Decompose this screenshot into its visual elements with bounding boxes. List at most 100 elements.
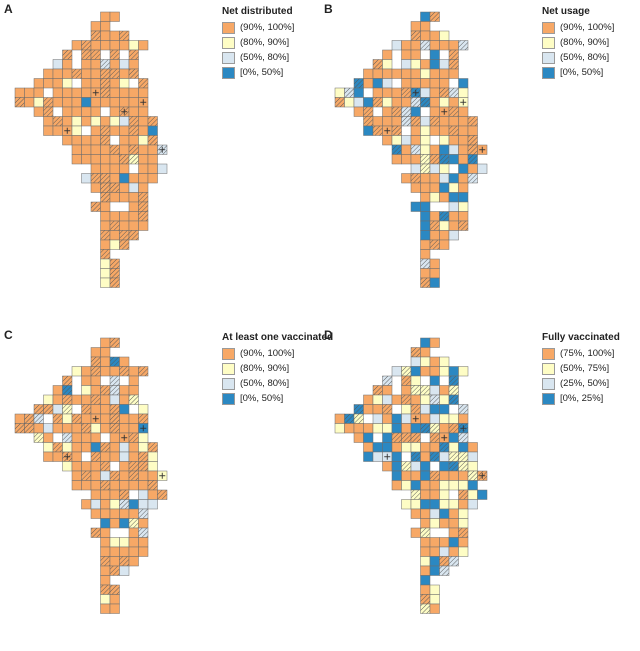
settlement-marker <box>140 425 147 432</box>
hatch-overlay <box>354 78 364 88</box>
map-cell <box>81 499 92 510</box>
hatch-overlay <box>110 50 120 60</box>
hatch-overlay <box>110 414 120 424</box>
map-cell <box>401 97 412 108</box>
map-cell <box>100 366 111 377</box>
map-cell <box>439 356 450 367</box>
hatch-overlay <box>100 385 110 395</box>
map-cell <box>420 59 431 70</box>
hatch-overlay <box>392 145 402 155</box>
choropleth-map-d <box>334 337 488 614</box>
map-cell <box>52 394 63 405</box>
map-cell <box>458 442 469 453</box>
map-cell <box>119 404 130 415</box>
hatch-overlay <box>420 423 430 433</box>
hatch-overlay <box>468 145 478 155</box>
settlement-marker <box>140 99 147 106</box>
map-cell <box>448 192 459 203</box>
map-cell <box>429 59 440 70</box>
map-cell <box>128 546 139 557</box>
map-cell <box>344 97 355 108</box>
map-cell <box>109 192 120 203</box>
settlement-marker <box>64 127 71 134</box>
legend-label: (50%, 80%] <box>560 52 610 63</box>
map-cell <box>128 499 139 510</box>
map-cell <box>429 173 440 184</box>
hatch-overlay <box>138 528 148 538</box>
map-cell <box>382 385 393 396</box>
map-cell <box>128 201 139 212</box>
map-cell <box>458 508 469 519</box>
map-cell <box>458 173 469 184</box>
map-cell <box>448 135 459 146</box>
map-cell <box>62 59 73 70</box>
map-cell <box>90 423 101 434</box>
map-cell <box>109 366 120 377</box>
legend-item: (25%, 50%] <box>542 376 638 391</box>
map-cell <box>382 97 393 108</box>
hatch-overlay <box>373 385 383 395</box>
hatch-overlay <box>449 461 459 471</box>
map-cell <box>90 375 101 386</box>
map-cell <box>90 125 101 136</box>
map-cell <box>119 451 130 462</box>
map-cell <box>100 423 111 434</box>
hatch-overlay <box>458 528 468 538</box>
map-cell <box>363 78 374 89</box>
map-cell <box>420 173 431 184</box>
hatch-overlay <box>420 528 430 538</box>
map-cell <box>420 442 431 453</box>
map-cell <box>410 125 421 136</box>
map-cell <box>363 394 374 405</box>
map-cell <box>71 480 82 491</box>
hatch-overlay <box>411 145 421 155</box>
map-cell <box>138 154 149 165</box>
map-cell <box>138 499 149 510</box>
hatch-overlay <box>129 69 139 79</box>
map-cell <box>420 461 431 472</box>
map-cell <box>90 480 101 491</box>
map-cell <box>119 135 130 146</box>
hatch-overlay <box>411 385 421 395</box>
hatch-overlay <box>439 154 449 164</box>
map-cell <box>119 144 130 155</box>
hatch-overlay <box>392 107 402 117</box>
map-cell <box>71 87 82 98</box>
map-cell <box>391 470 402 481</box>
map-cell <box>62 135 73 146</box>
map-cell <box>439 135 450 146</box>
map-cell <box>81 173 92 184</box>
hatch-overlay <box>129 461 139 471</box>
legend-swatch <box>542 51 555 64</box>
legend-swatch <box>542 66 555 79</box>
map-cell <box>420 556 431 567</box>
map-cell <box>100 537 111 548</box>
map-cell <box>119 394 130 405</box>
map-cell <box>52 97 63 108</box>
map-cell <box>429 565 440 576</box>
map-cell <box>391 135 402 146</box>
map-cell <box>138 135 149 146</box>
hatch-overlay <box>119 240 129 250</box>
map-cell <box>71 144 82 155</box>
map-cell <box>119 461 130 472</box>
map-cell <box>458 87 469 98</box>
hatch-overlay <box>24 414 34 424</box>
hatch-overlay <box>420 594 430 604</box>
map-cell <box>81 442 92 453</box>
legend-item: (90%, 100%] <box>222 346 318 361</box>
map-cell <box>420 347 431 358</box>
map-cell <box>100 201 111 212</box>
map-cell <box>420 394 431 405</box>
hatch-overlay <box>411 404 421 414</box>
map-cell <box>353 87 364 98</box>
map-cell <box>90 135 101 146</box>
map-cell <box>119 125 130 136</box>
map-cell <box>391 116 402 127</box>
legend-item: [0%, 50%] <box>222 391 318 406</box>
map-cell <box>128 173 139 184</box>
legend-swatch <box>222 21 235 34</box>
map-cell <box>119 385 130 396</box>
map-cell <box>109 480 120 491</box>
map-cell <box>363 442 374 453</box>
